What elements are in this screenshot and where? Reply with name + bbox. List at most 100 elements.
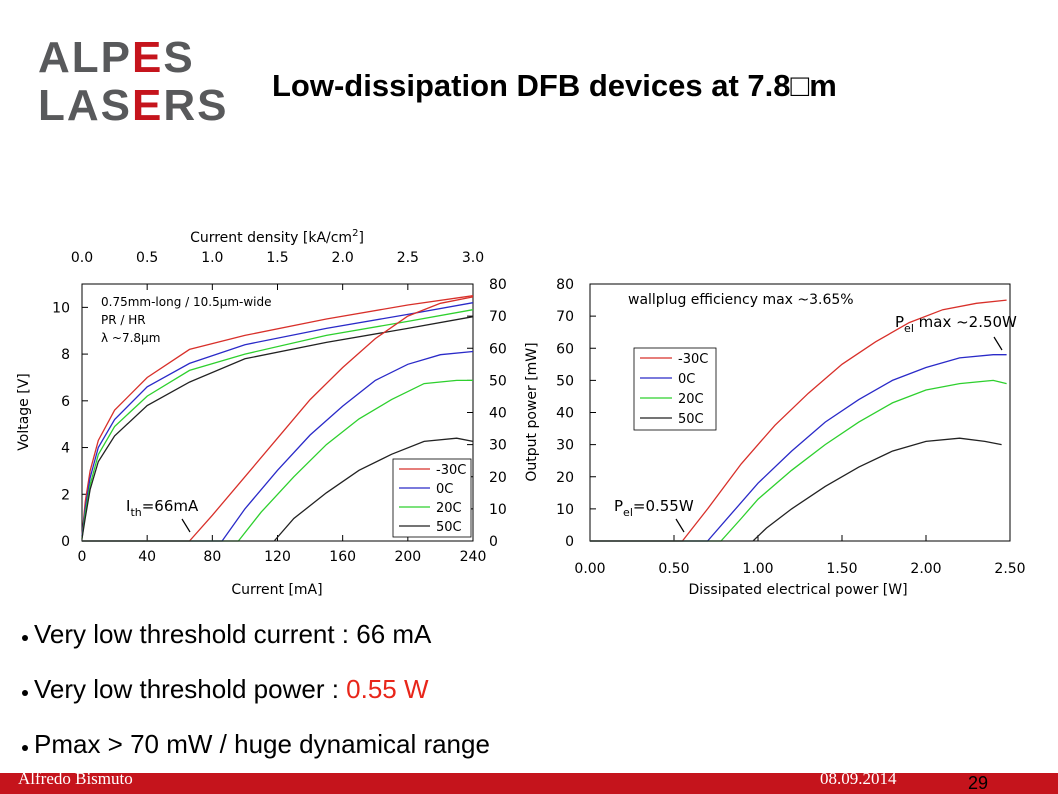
left-y-tick-label: 4 bbox=[61, 441, 70, 457]
left-legend-label: -30C bbox=[436, 463, 466, 478]
left-y-tick-label: 10 bbox=[52, 300, 70, 316]
left-top-axis-label-main: Current density [kA/cm bbox=[190, 230, 352, 246]
right-y-tick-label: 70 bbox=[556, 309, 574, 325]
right-legend-label: -30C bbox=[678, 352, 708, 367]
footer-bar: Alfredo Bismuto 08.09.2014 29 bbox=[0, 769, 1058, 794]
left-x-tick-label: 120 bbox=[264, 549, 291, 565]
right-x-ticks: 0.00 0.50 1.00 1.50 2.00 2.50 bbox=[574, 535, 1026, 577]
right-legend-label: 20C bbox=[678, 392, 704, 407]
left-top-tick-label: 1.0 bbox=[201, 250, 223, 266]
left-x-axis-label: Current [mA] bbox=[231, 582, 322, 598]
bullet-item: Pmax > 70 mW / huge dynamical range bbox=[22, 722, 490, 777]
max-power-label-value: max ~2.50W bbox=[914, 313, 1017, 331]
left-top-tick-label: 0.0 bbox=[71, 250, 93, 266]
threshold-power-label-value: =0.55W bbox=[633, 497, 694, 515]
left-legend-box bbox=[392, 458, 472, 538]
right-y-tick-label: 30 bbox=[556, 438, 574, 454]
left-annotation-3: λ ~7.8μm bbox=[101, 331, 160, 345]
left-y2-tick-label: 60 bbox=[489, 341, 507, 357]
bullet-dot-icon bbox=[22, 745, 28, 752]
logo-letter: P bbox=[101, 33, 132, 82]
left-y-tick-label: 0 bbox=[61, 534, 70, 550]
max-power-label-sub: el bbox=[904, 322, 914, 335]
left-x-ticks: 0 40 80 120 160 200 240 bbox=[78, 535, 486, 565]
threshold-current-label-value: =66mA bbox=[142, 497, 199, 515]
right-x-tick-label: 0.00 bbox=[574, 561, 605, 577]
footer-author: Alfredo Bismuto bbox=[18, 769, 133, 788]
threshold-current-label-sub: th bbox=[130, 506, 141, 519]
alpes-lasers-logo: ALPES LASERS bbox=[36, 30, 251, 131]
right-y-tick-label: 40 bbox=[556, 406, 574, 422]
right-x-axis-label: Dissipated electrical power [W] bbox=[688, 582, 907, 598]
right-legend-label: 50C bbox=[678, 412, 704, 427]
left-y2-ticks: 0 10 20 30 40 50 60 70 80 bbox=[467, 277, 507, 550]
left-y2-tick-label: 70 bbox=[489, 309, 507, 325]
bullet-item: Very low threshold power : 0.55 W bbox=[22, 667, 490, 722]
footer-date: 08.09.2014 bbox=[820, 769, 897, 788]
right-y-tick-label: 80 bbox=[556, 277, 574, 293]
logo-letter: E bbox=[132, 81, 163, 126]
left-top-ticks: 0.0 0.5 1.0 1.5 2.0 2.5 3.0 bbox=[71, 250, 484, 290]
max-power-label-main: P bbox=[895, 313, 904, 331]
left-top-tick-label: 1.5 bbox=[266, 250, 288, 266]
left-y2-tick-label: 40 bbox=[489, 406, 507, 422]
right-y-tick-label: 0 bbox=[565, 534, 574, 550]
left-y-axis-label: Voltage [V] bbox=[16, 373, 32, 450]
efficiency-line--30C bbox=[590, 299, 1007, 542]
right-y-tick-label: 10 bbox=[556, 502, 574, 518]
right-y-tick-label: 50 bbox=[556, 373, 574, 389]
threshold-power-label-sub: el bbox=[623, 506, 633, 519]
bullet-highlight: 0.55 W bbox=[346, 674, 429, 704]
right-legend: -30C 0C 20C 50C bbox=[633, 347, 717, 431]
logo-letter: A bbox=[38, 33, 72, 82]
voltage-line-20C bbox=[81, 309, 474, 539]
power-line-50C bbox=[82, 437, 474, 542]
right-x-tick-label: 1.50 bbox=[826, 561, 857, 577]
left-legend-label: 50C bbox=[436, 520, 462, 535]
bullet-dot-icon bbox=[22, 690, 28, 697]
left-annotation-2: PR / HR bbox=[101, 313, 146, 327]
left-y-ticks: 0 2 4 6 8 10 bbox=[52, 300, 88, 550]
bullet-item: Very low threshold current : 66 mA bbox=[22, 612, 490, 667]
logo-letter: S bbox=[197, 81, 228, 126]
logo-line2: LASERS bbox=[38, 81, 229, 126]
logo-line1: ALPES bbox=[38, 33, 195, 82]
bullet-text: Pmax > 70 mW / huge dynamical range bbox=[34, 729, 490, 759]
threshold-current-pointer bbox=[181, 518, 191, 533]
voltage-line-0C bbox=[81, 302, 474, 537]
right-y-ticks: 0 10 20 30 40 50 60 70 80 bbox=[556, 277, 596, 550]
left-top-tick-label: 0.5 bbox=[136, 250, 158, 266]
bullet-list: Very low threshold current : 66 mA Very … bbox=[22, 612, 490, 777]
left-top-tick-label: 2.5 bbox=[397, 250, 419, 266]
left-top-axis-label-end: ] bbox=[358, 230, 363, 246]
right-legend-label: 0C bbox=[678, 372, 695, 387]
threshold-current-label-main: I bbox=[126, 497, 130, 515]
left-top-tick-label: 3.0 bbox=[462, 250, 484, 266]
left-y2-tick-label: 20 bbox=[489, 470, 507, 486]
left-chart: 0 40 80 120 160 200 240 0.0 0.5 1.0 1.5 2.0 2.5 3.0 … bbox=[16, 228, 540, 598]
left-y2-tick-label: 50 bbox=[489, 373, 507, 389]
logo-letter: R bbox=[163, 81, 197, 126]
right-x-tick-label: 2.00 bbox=[910, 561, 941, 577]
power-line--30C bbox=[82, 296, 474, 542]
logo-letter: L bbox=[38, 81, 67, 126]
left-legend: -30C 0C 20C 50C bbox=[392, 458, 472, 538]
threshold-current-label: Ith=66mA bbox=[126, 497, 199, 519]
right-y-tick-label: 60 bbox=[556, 341, 574, 357]
left-top-tick-label: 2.0 bbox=[332, 250, 354, 266]
left-y2-tick-label: 10 bbox=[489, 502, 507, 518]
efficiency-line-20C bbox=[590, 379, 1007, 542]
bullet-text: Very low threshold current : 66 mA bbox=[34, 619, 432, 649]
efficiency-line-0C bbox=[590, 354, 1007, 542]
threshold-power-label-main: P bbox=[614, 497, 623, 515]
left-legend-label: 20C bbox=[436, 501, 462, 516]
logo-letter: S bbox=[101, 81, 132, 126]
charts-area: 0 40 80 120 160 200 240 0.0 0.5 1.0 1.5 2.0 2.5 3.0 … bbox=[16, 228, 1026, 598]
left-x-tick-label: 80 bbox=[203, 549, 221, 565]
slide-title: Low-dissipation DFB devices at 7.8□m bbox=[272, 68, 837, 103]
left-x-tick-label: 200 bbox=[394, 549, 421, 565]
left-x-tick-label: 40 bbox=[138, 549, 156, 565]
right-legend-box bbox=[633, 347, 717, 431]
right-x-tick-label: 0.50 bbox=[658, 561, 689, 577]
logo-letter: A bbox=[67, 81, 101, 126]
